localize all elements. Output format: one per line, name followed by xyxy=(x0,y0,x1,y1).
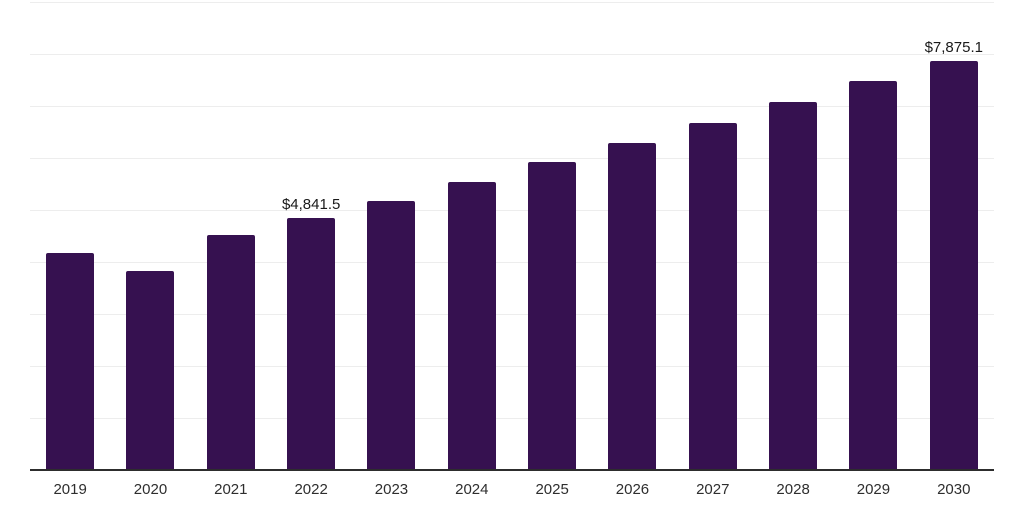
bar-2021 xyxy=(206,235,255,470)
bars-container: $4,841.5 $7,875.1 xyxy=(30,2,994,470)
gridline xyxy=(30,314,994,316)
gridline xyxy=(30,418,994,420)
bar-2030 xyxy=(929,60,978,470)
x-axis-tick-labels: 2019 2020 2021 2022 2023 2024 2025 2026 2027 2028… xyxy=(30,481,994,498)
x-tick-2028: 2028 xyxy=(776,481,810,498)
x-tick-2025: 2025 xyxy=(535,481,569,498)
x-tick-2023: 2023 xyxy=(374,481,409,498)
gridline xyxy=(30,262,994,264)
x-tick-2021: 2021 xyxy=(214,481,248,498)
plot-area xyxy=(30,2,994,470)
data-label-2030: $7,875.1 xyxy=(924,38,983,56)
gridline xyxy=(30,158,994,160)
bar-slot-2030: $7,875.1 xyxy=(914,2,994,470)
bar-2023 xyxy=(367,201,416,470)
x-tick-2027: 2027 xyxy=(696,481,730,498)
x-tick-2026: 2026 xyxy=(615,481,650,498)
bar-slot-2025 xyxy=(512,2,592,470)
gridline xyxy=(30,54,994,56)
x-tick-2029: 2029 xyxy=(856,481,891,498)
bar-2022 xyxy=(287,218,336,470)
x-tick-2030: 2030 xyxy=(937,481,971,498)
x-tick-2020: 2020 xyxy=(133,481,168,498)
bar-2020 xyxy=(126,271,175,470)
bar-2019 xyxy=(46,253,95,470)
bar-slot-2024 xyxy=(432,2,512,470)
bar-2026 xyxy=(608,143,657,470)
bar-slot-2021 xyxy=(191,2,271,470)
gridline xyxy=(30,366,994,368)
x-tick-2019: 2019 xyxy=(53,481,87,498)
gridline xyxy=(30,2,994,3)
bar-slot-2026 xyxy=(592,2,672,470)
bar-2024 xyxy=(447,182,496,470)
bar-2027 xyxy=(688,123,737,470)
bar-slot-2028 xyxy=(753,2,833,470)
bar-slot-2023 xyxy=(351,2,431,470)
bar-2025 xyxy=(528,162,577,470)
bar-slot-2027 xyxy=(673,2,753,470)
bar-slot-2019 xyxy=(30,2,110,470)
bar-2028 xyxy=(769,102,818,470)
x-tick-2024: 2024 xyxy=(455,481,489,498)
gridline xyxy=(30,106,994,107)
x-axis-line xyxy=(30,469,994,471)
bar-2029 xyxy=(849,81,898,470)
data-label-2022: $4,841.5 xyxy=(281,196,341,214)
gridline xyxy=(30,210,994,211)
bar-slot-2022: $4,841.5 xyxy=(271,2,351,470)
bar-slot-2029 xyxy=(833,2,913,470)
x-tick-2022: 2022 xyxy=(294,481,328,498)
bar-slot-2020 xyxy=(110,2,190,470)
